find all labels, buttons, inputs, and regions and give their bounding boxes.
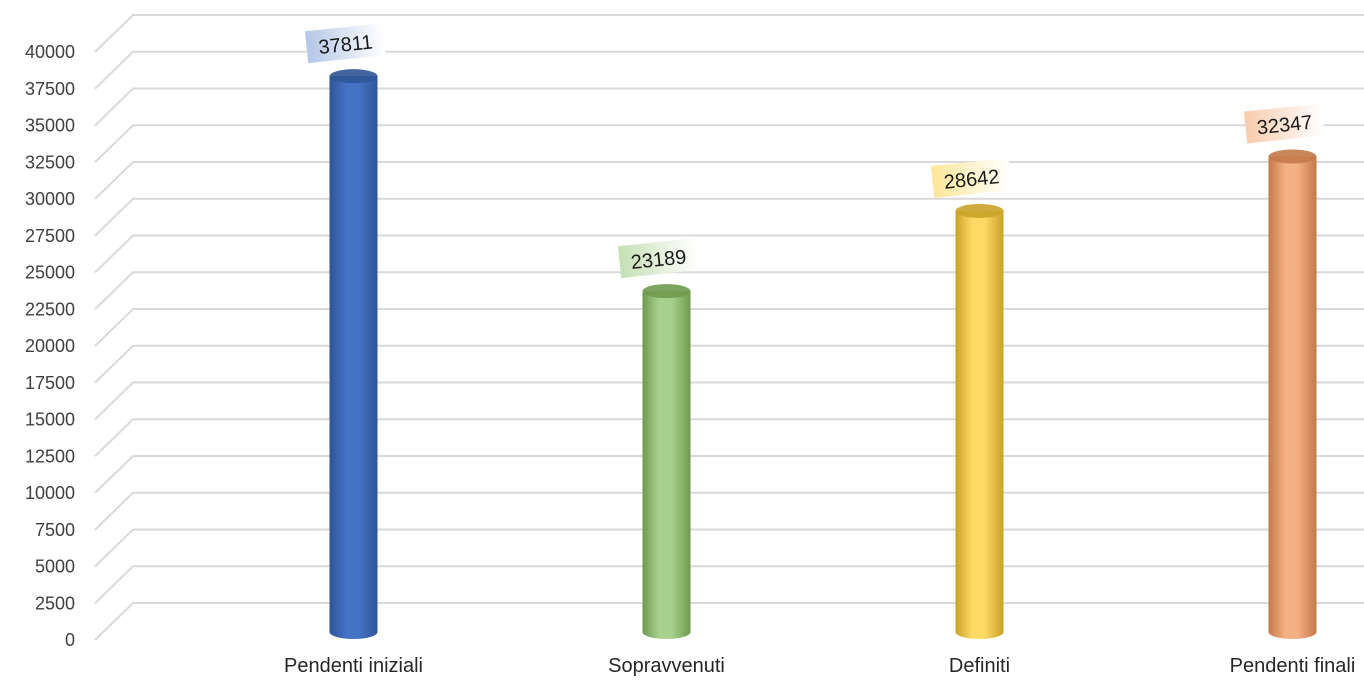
category-label-2: Sopravvenuti	[608, 655, 725, 677]
x-axis-category-labels: Pendenti iniziali Sopravvenuti Definiti Pen…	[284, 655, 1355, 677]
gridline-40000	[94, 14, 1364, 53]
bar-cap	[642, 284, 691, 299]
category-label-1: Pendenti iniziali	[284, 655, 423, 677]
gridline-15000	[94, 381, 1364, 421]
data-labels: 37811 23189 28642 32347	[304, 23, 1325, 279]
y-tick-label-40000: 40000	[25, 42, 75, 62]
y-tick-label-0: 0	[65, 630, 75, 650]
y-tick-label-15000: 15000	[25, 410, 75, 430]
gridline-2500	[94, 565, 1364, 604]
bar-pendenti-finali	[1268, 149, 1317, 640]
gridline-0	[94, 602, 1364, 641]
gridline-32500	[94, 124, 1364, 163]
bar-body	[1268, 156, 1317, 640]
bar-body	[329, 76, 378, 640]
data-label-28642: 28642	[930, 157, 1012, 198]
category-label-4: Pendenti finali	[1230, 655, 1356, 677]
y-tick-label-12500: 12500	[25, 446, 75, 466]
y-tick-label-7500: 7500	[35, 520, 75, 540]
category-label-3: Definiti	[949, 655, 1010, 677]
y-tick-label-30000: 30000	[25, 189, 75, 209]
y-tick-label-37500: 37500	[25, 79, 75, 99]
bar-pendenti-iniziali	[329, 69, 378, 640]
y-tick-label-17500: 17500	[25, 373, 75, 393]
y-axis-tick-labels: 0 2500 5000 7500 10000 12500 15000 17500 20000 22…	[25, 42, 75, 650]
bar-sopravvenuti	[642, 284, 691, 640]
gridline-37500	[94, 50, 1364, 90]
gridline-10000	[94, 455, 1364, 494]
gridline-7500	[94, 491, 1364, 531]
gridline-20000	[94, 308, 1364, 347]
gridline-35000	[94, 87, 1364, 127]
data-label-37811: 37811	[304, 23, 386, 64]
bar-cap	[329, 69, 378, 84]
gridline-5000	[94, 528, 1364, 568]
gridlines	[94, 14, 1364, 641]
gridline-22500	[94, 271, 1364, 310]
bar-cap	[955, 203, 1004, 218]
gridline-30000	[94, 161, 1364, 200]
y-tick-label-10000: 10000	[25, 483, 75, 503]
bar-body	[955, 210, 1004, 640]
gridline-12500	[94, 418, 1364, 457]
data-label-32347: 32347	[1243, 103, 1325, 144]
y-tick-label-20000: 20000	[25, 336, 75, 356]
data-label-23189: 23189	[617, 238, 699, 279]
bars	[329, 69, 1317, 640]
y-tick-label-27500: 27500	[25, 226, 75, 246]
y-tick-label-32500: 32500	[25, 152, 75, 172]
bar-body	[642, 291, 691, 640]
y-tick-label-2500: 2500	[35, 593, 75, 613]
bar-definiti	[955, 203, 1004, 640]
bar-cap	[1268, 149, 1317, 164]
gridline-27500	[94, 197, 1364, 237]
y-tick-label-25000: 25000	[25, 263, 75, 283]
gridline-25000	[94, 234, 1364, 274]
y-tick-label-35000: 35000	[25, 116, 75, 136]
gridline-17500	[94, 344, 1364, 384]
y-tick-label-22500: 22500	[25, 299, 75, 319]
y-tick-label-5000: 5000	[35, 557, 75, 577]
